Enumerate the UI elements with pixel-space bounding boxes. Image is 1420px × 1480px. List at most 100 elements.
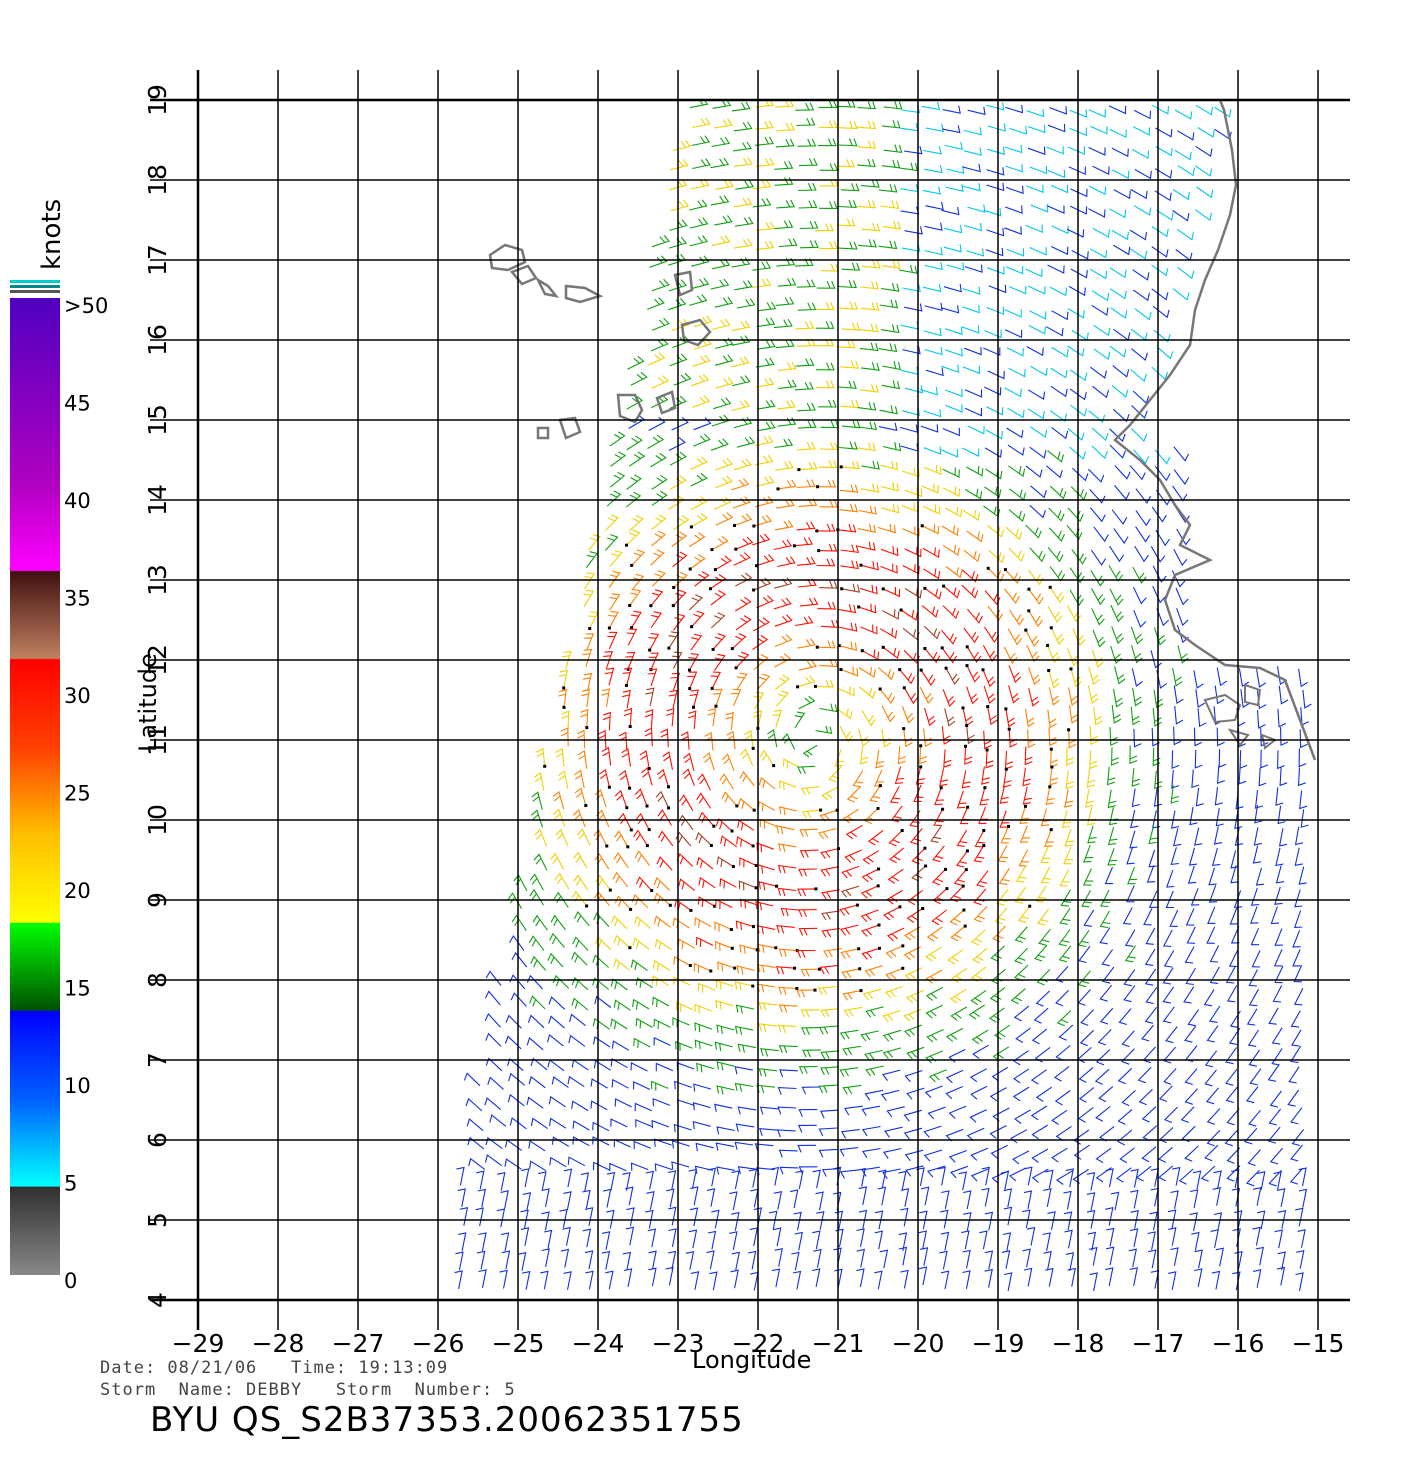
- wind-barb-feather: [681, 798, 687, 806]
- wind-barb-feather: [763, 455, 769, 463]
- wind-barb: [969, 1109, 987, 1123]
- wind-barb: [1087, 1231, 1097, 1251]
- wind-barb: [606, 490, 622, 507]
- wind-barb-feather: [783, 1005, 788, 1013]
- wind-barb: [1000, 826, 1010, 844]
- wind-barb: [1051, 225, 1069, 235]
- wind-barb-feather: [740, 839, 743, 847]
- wind-barb: [613, 852, 629, 869]
- wind-barb: [1071, 549, 1087, 565]
- wind-barb: [716, 1166, 735, 1175]
- wind-barb-feather: [702, 880, 705, 888]
- wind-barb: [1214, 787, 1223, 806]
- wind-barb: [970, 1147, 989, 1161]
- wind-barb: [767, 728, 778, 748]
- wind-barb-feather: [764, 476, 770, 484]
- wind-barb: [572, 1120, 590, 1131]
- wind-barb: [755, 240, 775, 251]
- wind-barb: [562, 1226, 571, 1246]
- wind-barb: [711, 235, 731, 246]
- wind-barb: [1013, 1005, 1030, 1022]
- wind-barb-feather: [829, 241, 834, 249]
- wind-barb-feather: [696, 515, 704, 521]
- rain-flag-marker: [815, 529, 819, 533]
- wind-barb: [1109, 288, 1127, 300]
- wind-barb: [672, 651, 683, 669]
- wind-barb: [1279, 767, 1288, 787]
- wind-barb-feather: [828, 460, 833, 468]
- wind-barb: [715, 818, 733, 832]
- wind-barb: [1131, 788, 1140, 808]
- wind-barb: [994, 907, 1008, 925]
- wind-barb-feather: [621, 694, 630, 698]
- wind-barb: [1063, 1211, 1073, 1231]
- wind-barb: [943, 585, 961, 599]
- wind-barb: [690, 456, 708, 470]
- wind-barb-feather: [1090, 693, 1098, 699]
- wind-barb-feather: [1081, 980, 1090, 984]
- wind-barb: [1109, 345, 1127, 358]
- wind-barb: [1129, 229, 1148, 241]
- wind-barb-feather: [613, 1021, 617, 1030]
- wind-barb-feather: [871, 584, 874, 593]
- wind-barb: [1146, 865, 1156, 883]
- wind-barb: [1005, 205, 1023, 214]
- wind-barb: [959, 806, 969, 825]
- wind-barb: [840, 561, 859, 570]
- wind-barb: [815, 321, 835, 329]
- wind-barb-feather: [804, 697, 811, 704]
- wind-barb: [736, 836, 754, 847]
- wind-barb-feather: [743, 217, 749, 225]
- wind-barb-feather: [1014, 634, 1020, 641]
- wind-barb-feather: [953, 544, 957, 553]
- wind-barb: [875, 750, 884, 769]
- wind-barb: [797, 1124, 817, 1133]
- wind-barb: [948, 1149, 967, 1163]
- y-tick-label: 8: [143, 972, 172, 988]
- wind-barb-feather: [802, 869, 808, 877]
- wind-barb: [940, 449, 959, 458]
- wind-barb: [881, 381, 901, 390]
- wind-barb: [1130, 706, 1140, 726]
- wind-barb-feather: [930, 1010, 937, 1017]
- wind-barb: [651, 235, 671, 248]
- island-boa-vista: [680, 318, 712, 347]
- wind-barb: [1015, 865, 1027, 883]
- wind-barb-feather: [660, 733, 668, 738]
- wind-barb: [1248, 969, 1258, 987]
- wind-barb-feather: [656, 477, 664, 483]
- wind-barb: [839, 1067, 859, 1077]
- wind-barb: [693, 962, 712, 972]
- wind-barb: [919, 745, 927, 765]
- wind-barb: [694, 917, 712, 928]
- wind-barb: [1085, 789, 1094, 808]
- wind-barb: [1093, 526, 1109, 543]
- wind-barb-feather: [1038, 550, 1043, 559]
- wind-barb: [1046, 465, 1063, 479]
- wind-barb: [897, 745, 906, 765]
- wind-barb-feather: [829, 201, 834, 209]
- wind-barb: [1072, 467, 1089, 482]
- rain-flag-marker: [1027, 609, 1031, 613]
- wind-barb-feather: [536, 752, 544, 758]
- wind-barb-feather: [1065, 800, 1074, 804]
- wind-barb: [1003, 1272, 1013, 1292]
- wind-barb: [1046, 146, 1064, 155]
- wind-barb-feather: [726, 735, 734, 741]
- wind-barb-feather: [654, 573, 662, 578]
- wind-barb: [1155, 127, 1173, 138]
- wind-barb-feather: [826, 362, 831, 371]
- y-tick-label: 14: [143, 484, 172, 516]
- wind-barb: [630, 1062, 648, 1072]
- wind-barb: [1162, 929, 1173, 948]
- wind-barb-feather: [867, 120, 872, 129]
- wind-barb: [918, 1230, 928, 1250]
- wind-barb: [1069, 567, 1085, 584]
- wind-barb: [1169, 909, 1179, 927]
- wind-barb: [1004, 588, 1020, 604]
- y-tick-label: 16: [143, 324, 172, 356]
- wind-barb: [610, 451, 627, 467]
- wind-barb: [931, 869, 946, 886]
- wind-barb: [671, 672, 681, 691]
- wind-barb-feather: [851, 544, 855, 552]
